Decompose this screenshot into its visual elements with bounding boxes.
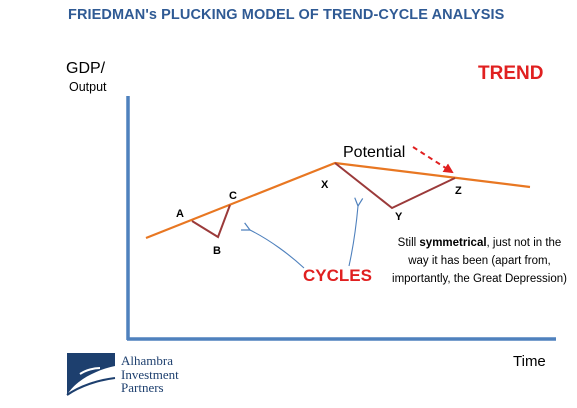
note-emphasis: symmetrical [419,237,487,249]
note-suffix: , just not in the way it has been (apart… [392,237,567,285]
cycles-arrow-left [250,230,305,269]
large-cycle-line [334,162,456,210]
cycles-label: CYCLES [303,266,372,285]
point-label-c: C [229,190,237,202]
logo-line-1: Alhambra [121,353,173,368]
y-axis-sublabel: Output [69,80,107,94]
potential-dashed-arrow [412,146,454,174]
symmetry-note: Still symmetrical, just not in the way i… [387,234,572,288]
point-label-b: B [213,245,221,257]
logo-line-3: Partners [121,380,164,395]
alhambra-logo-icon [66,353,116,396]
point-label-y: Y [395,211,403,223]
trend-line [145,161,531,240]
note-prefix: Still [397,237,420,249]
logo-wordmark: Alhambra Investment Partners [121,354,179,395]
point-label-x: X [321,179,329,191]
diagram-title: FRIEDMAN's PLUCKING MODEL OF TREND-CYCLE… [68,7,505,23]
potential-label: Potential [343,144,406,161]
x-axis-label: Time [513,353,546,370]
y-axis-label: GDP/ [66,60,106,77]
point-label-z: Z [455,185,462,197]
logo-line-2: Investment [121,366,179,382]
cycles-arrow-right [348,206,358,267]
point-label-a: A [176,208,184,220]
trend-label: TREND [478,63,544,84]
small-cycle-line [191,204,231,239]
